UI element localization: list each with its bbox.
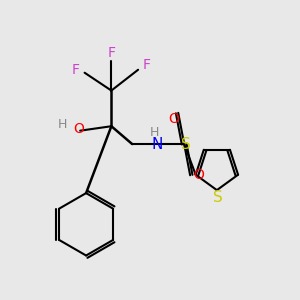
Text: S: S — [181, 136, 190, 152]
Text: O: O — [168, 112, 179, 126]
Text: F: F — [107, 46, 116, 60]
Text: O: O — [194, 168, 205, 182]
Text: O: O — [73, 122, 84, 136]
Text: H: H — [58, 118, 67, 131]
Text: F: F — [72, 63, 80, 77]
Text: N: N — [152, 136, 163, 152]
Text: F: F — [143, 58, 151, 72]
Text: S: S — [213, 190, 223, 205]
Text: H: H — [150, 126, 159, 139]
